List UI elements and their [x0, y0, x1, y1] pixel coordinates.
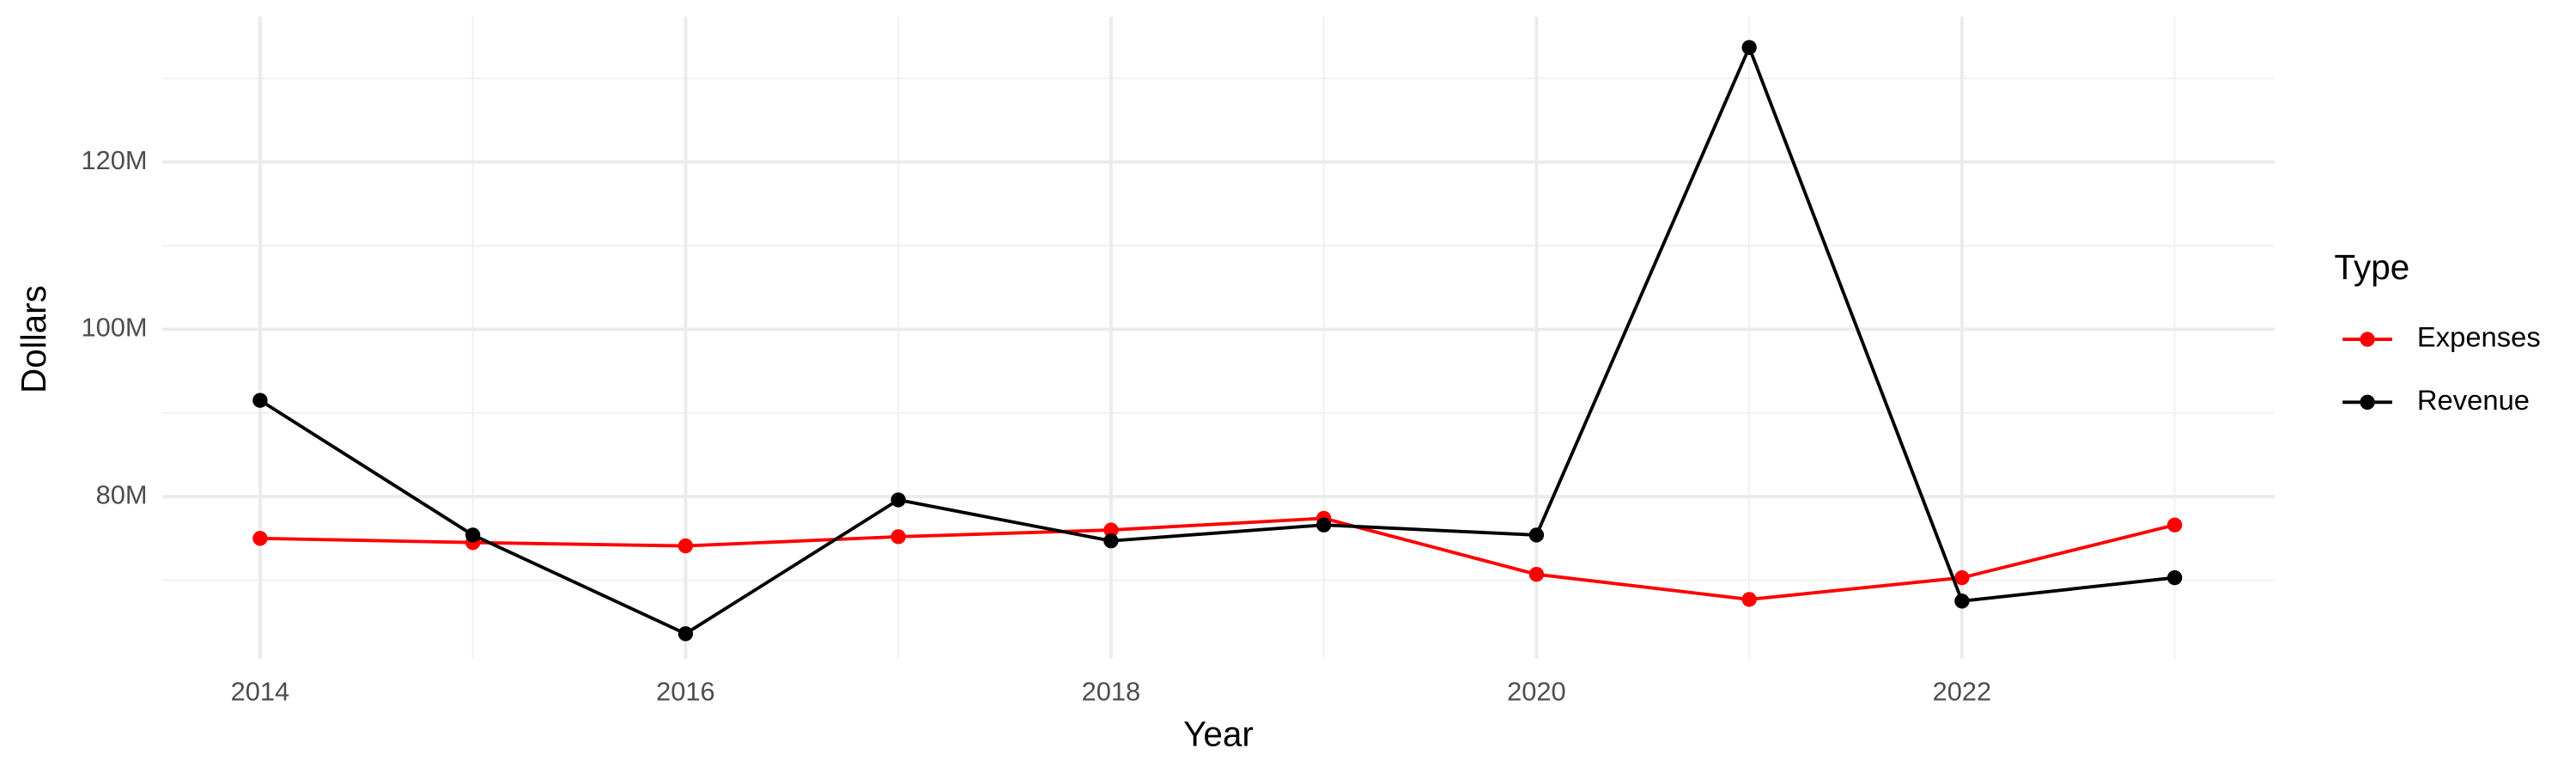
data-point [1954, 569, 1970, 586]
data-point [465, 527, 481, 543]
data-point [252, 531, 268, 546]
legend-title: Type [2335, 247, 2410, 287]
y-tick-label: 80M [96, 479, 148, 509]
x-tick-label: 2018 [1082, 677, 1141, 707]
legend-marker [2360, 394, 2375, 410]
data-point [1528, 567, 1545, 582]
data-point [2166, 569, 2183, 586]
x-tick-label: 2014 [231, 677, 290, 707]
x-tick-label: 2022 [1933, 677, 1992, 707]
y-axis-title: Dollars [14, 285, 53, 393]
y-tick-label: 120M [81, 145, 147, 175]
data-point [1315, 517, 1332, 533]
data-point [1954, 593, 1970, 609]
data-point [1103, 533, 1119, 549]
data-point [890, 529, 906, 545]
data-point [677, 538, 694, 554]
x-tick-label: 2016 [656, 677, 715, 707]
data-point [252, 393, 268, 408]
legend-label: Expenses [2417, 321, 2541, 353]
data-point [890, 492, 906, 508]
legend-label: Revenue [2417, 384, 2530, 416]
x-axis-title: Year [1183, 714, 1254, 753]
series-line [259, 516, 2176, 601]
series-line [258, 43, 2175, 636]
legend-marker [2360, 332, 2375, 347]
y-tick-label: 100M [81, 313, 147, 343]
data-point [677, 626, 694, 642]
data-point [1528, 527, 1545, 543]
data-point [2166, 517, 2183, 533]
data-point [1741, 40, 1757, 55]
data-point [1103, 522, 1119, 538]
data-point [1741, 592, 1757, 607]
x-tick-label: 2020 [1507, 677, 1566, 707]
